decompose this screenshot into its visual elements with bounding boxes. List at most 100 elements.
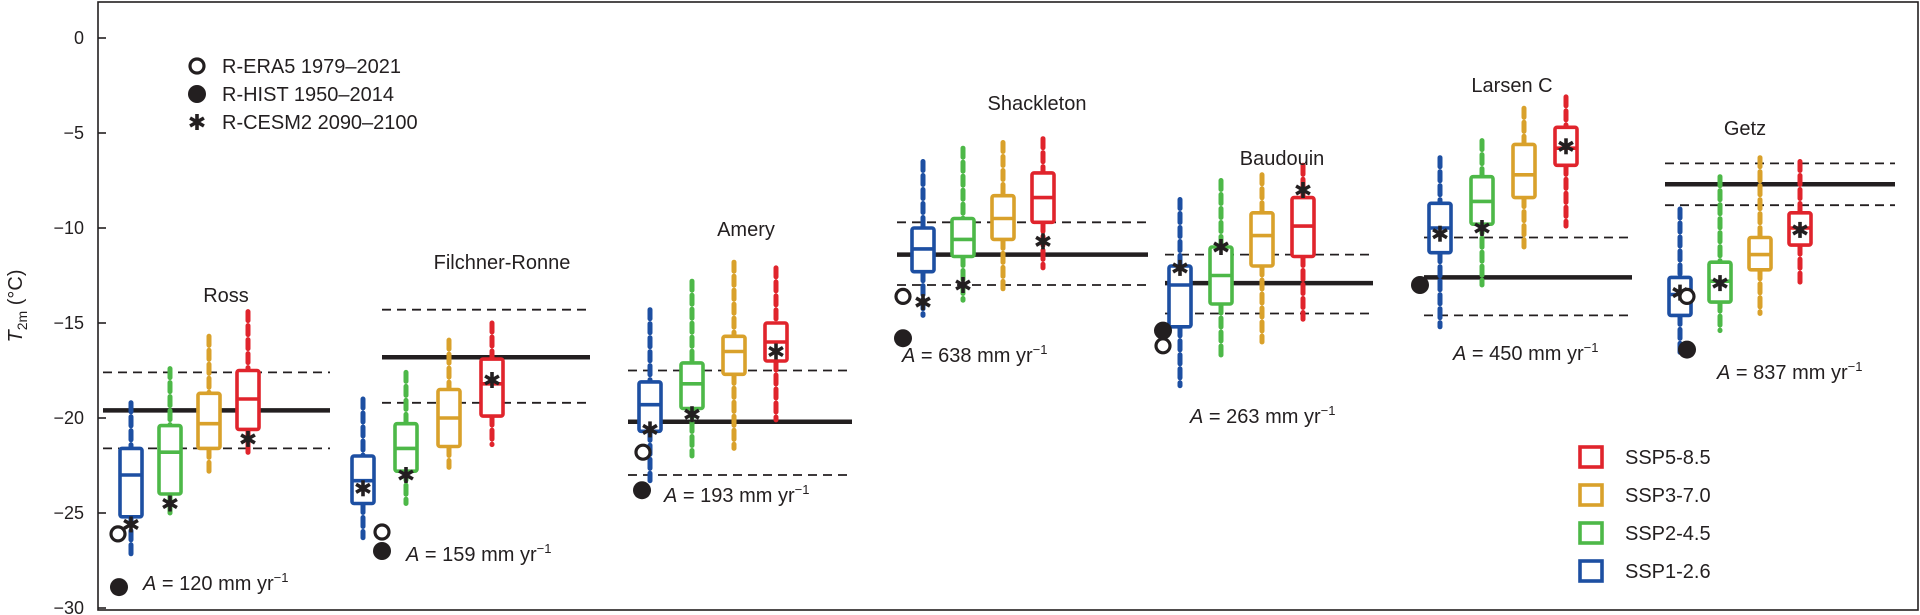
box-ssp1-2.6: [350, 396, 376, 541]
region-filchner-ronne: Filchner-Ronne A = 159 mm yr−1: [350, 252, 590, 566]
cesm2-asterisk-marker: [1172, 259, 1188, 276]
box-ssp2-4.5: [1469, 138, 1495, 288]
region-title: Ross: [203, 285, 249, 307]
scenario-legend-label: SSP1-2.6: [1625, 561, 1711, 583]
y-axis-label: T2m (°C): [5, 270, 30, 343]
y-tick-label: −15: [53, 313, 84, 333]
legend-era5-open-circle: [188, 57, 206, 75]
cesm2-asterisk-marker: [768, 343, 784, 360]
box-iqr: [1249, 211, 1275, 268]
cesm2-asterisk-marker: [123, 516, 139, 533]
hist-filled-circle-marker: [1678, 340, 1696, 359]
scenario-legend-swatch: [1578, 445, 1604, 469]
y-tick-label: −25: [53, 503, 84, 523]
accumulation-annotation: A = 159 mm yr−1: [405, 541, 551, 566]
box-ssp2-4.5: [679, 278, 705, 459]
marker-legend-label: R-ERA5 1979–2021: [222, 56, 401, 78]
box-ssp1-2.6: [1667, 206, 1693, 358]
y-tick-label: 0: [74, 28, 84, 48]
cesm2-asterisk-marker: [1432, 225, 1448, 242]
hist-filled-circle-marker: [110, 578, 128, 597]
region-larsen-c: Larsen C A = 450 mm yr−1: [1411, 75, 1632, 365]
box-ssp2-4.5: [1707, 174, 1733, 334]
legend-cesm2-asterisk: [189, 114, 205, 130]
region-amery: Amery A = 193 mm yr−1: [628, 219, 852, 507]
box-ssp3-7.0: [436, 337, 462, 470]
hist-filled-circle-marker: [1154, 321, 1172, 340]
box-iqr: [1511, 142, 1537, 200]
box-ssp1-2.6: [1427, 155, 1453, 330]
box-ssp1-2.6: [1167, 197, 1193, 389]
cesm2-asterisk-marker: [1474, 220, 1490, 236]
box-ssp3-7.0: [1511, 105, 1537, 250]
box-ssp1-2.6: [637, 307, 663, 484]
region-title: Getz: [1724, 118, 1766, 140]
box-iqr: [679, 361, 705, 411]
hist-filled-circle-marker: [1411, 276, 1429, 294]
region-shackleton: Shackleton A = 638 mm yr−1: [894, 93, 1148, 367]
legend-hist-filled-circle: [188, 85, 206, 103]
hist-filled-circle-marker: [633, 481, 651, 500]
box-ssp5-8.5: [1787, 159, 1813, 286]
accumulation-annotation: A = 450 mm yr−1: [1452, 340, 1598, 365]
marker-legend-label: R-CESM2 2090–2100: [222, 112, 418, 134]
cesm2-asterisk-marker: [1295, 182, 1311, 198]
box-ssp3-7.0: [1249, 172, 1275, 345]
region-title: Larsen C: [1471, 75, 1552, 97]
accumulation-annotation: A = 638 mm yr−1: [901, 342, 1047, 367]
y-tick-label: −20: [53, 408, 84, 428]
marker-legend-label: R-HIST 1950–2014: [222, 84, 394, 106]
box-ssp3-7.0: [721, 259, 747, 451]
era5-open-circle-marker: [634, 443, 652, 461]
legend: R-ERA5 1979–2021 R-HIST 1950–2014 R-CESM2 …: [188, 56, 1711, 583]
era5-open-circle-marker: [373, 523, 391, 541]
box-ssp1-2.6: [118, 400, 144, 562]
box-iqr: [196, 391, 222, 451]
era5-open-circle-marker: [1678, 287, 1696, 305]
accumulation-annotation: A = 120 mm yr−1: [142, 570, 288, 595]
cesm2-asterisk-marker: [955, 277, 971, 293]
region-title: Baudouin: [1240, 148, 1325, 170]
scenario-legend-label: SSP3-7.0: [1625, 485, 1711, 507]
era5-open-circle-marker: [109, 525, 127, 543]
cesm2-asterisk-marker: [162, 495, 178, 512]
box-iqr: [721, 334, 747, 377]
box-ssp2-4.5: [950, 145, 976, 303]
scenario-legend: SSP5-8.5 SSP3-7.0 SSP2-4.5 SSP1-2.6: [1578, 445, 1711, 583]
cesm2-asterisk-marker: [1792, 221, 1808, 238]
cesm2-asterisk-marker: [684, 406, 700, 423]
box-ssp2-4.5: [157, 366, 183, 516]
box-ssp3-7.0: [1747, 155, 1773, 316]
y-tick-label: −5: [63, 123, 84, 143]
box-ssp5-8.5: [235, 309, 261, 459]
box-iqr: [118, 446, 144, 519]
era5-open-circle-marker: [1154, 337, 1172, 355]
cesm2-asterisk-marker: [1035, 233, 1051, 250]
scenario-legend-swatch: [1578, 559, 1604, 583]
box-ssp5-8.5: [763, 265, 789, 423]
marker-legend: R-ERA5 1979–2021 R-HIST 1950–2014 R-CESM2 …: [188, 56, 418, 134]
box-ssp5-8.5: [1553, 94, 1579, 229]
box-ssp2-4.5: [1208, 178, 1234, 362]
region-title: Amery: [717, 219, 775, 241]
cesm2-asterisk-marker: [398, 467, 414, 483]
cesm2-asterisk-marker: [642, 421, 658, 438]
cesm2-asterisk-marker: [915, 294, 931, 311]
hist-filled-circle-marker: [894, 329, 912, 348]
accumulation-annotation: A = 263 mm yr−1: [1189, 403, 1335, 428]
y-tick-label: −30: [53, 598, 84, 615]
scenario-legend-label: SSP2-4.5: [1625, 523, 1711, 545]
box-ssp5-8.5: [1030, 136, 1056, 271]
cesm2-asterisk-marker: [1558, 138, 1574, 155]
box-ssp2-4.5: [393, 369, 419, 506]
box-ssp5-8.5: [479, 320, 505, 448]
box-ssp3-7.0: [990, 140, 1016, 292]
scenario-legend-swatch: [1578, 521, 1604, 545]
cesm2-asterisk-marker: [355, 480, 371, 497]
plot-area: Ross A = 120 mm yr−1 Filchner-Ronne A = 159…: [103, 75, 1895, 597]
accumulation-annotation: A = 193 mm yr−1: [663, 482, 809, 507]
accumulation-annotation: A = 837 mm yr−1: [1716, 359, 1862, 384]
hist-filled-circle-marker: [373, 542, 391, 560]
box-iqr: [950, 216, 976, 259]
